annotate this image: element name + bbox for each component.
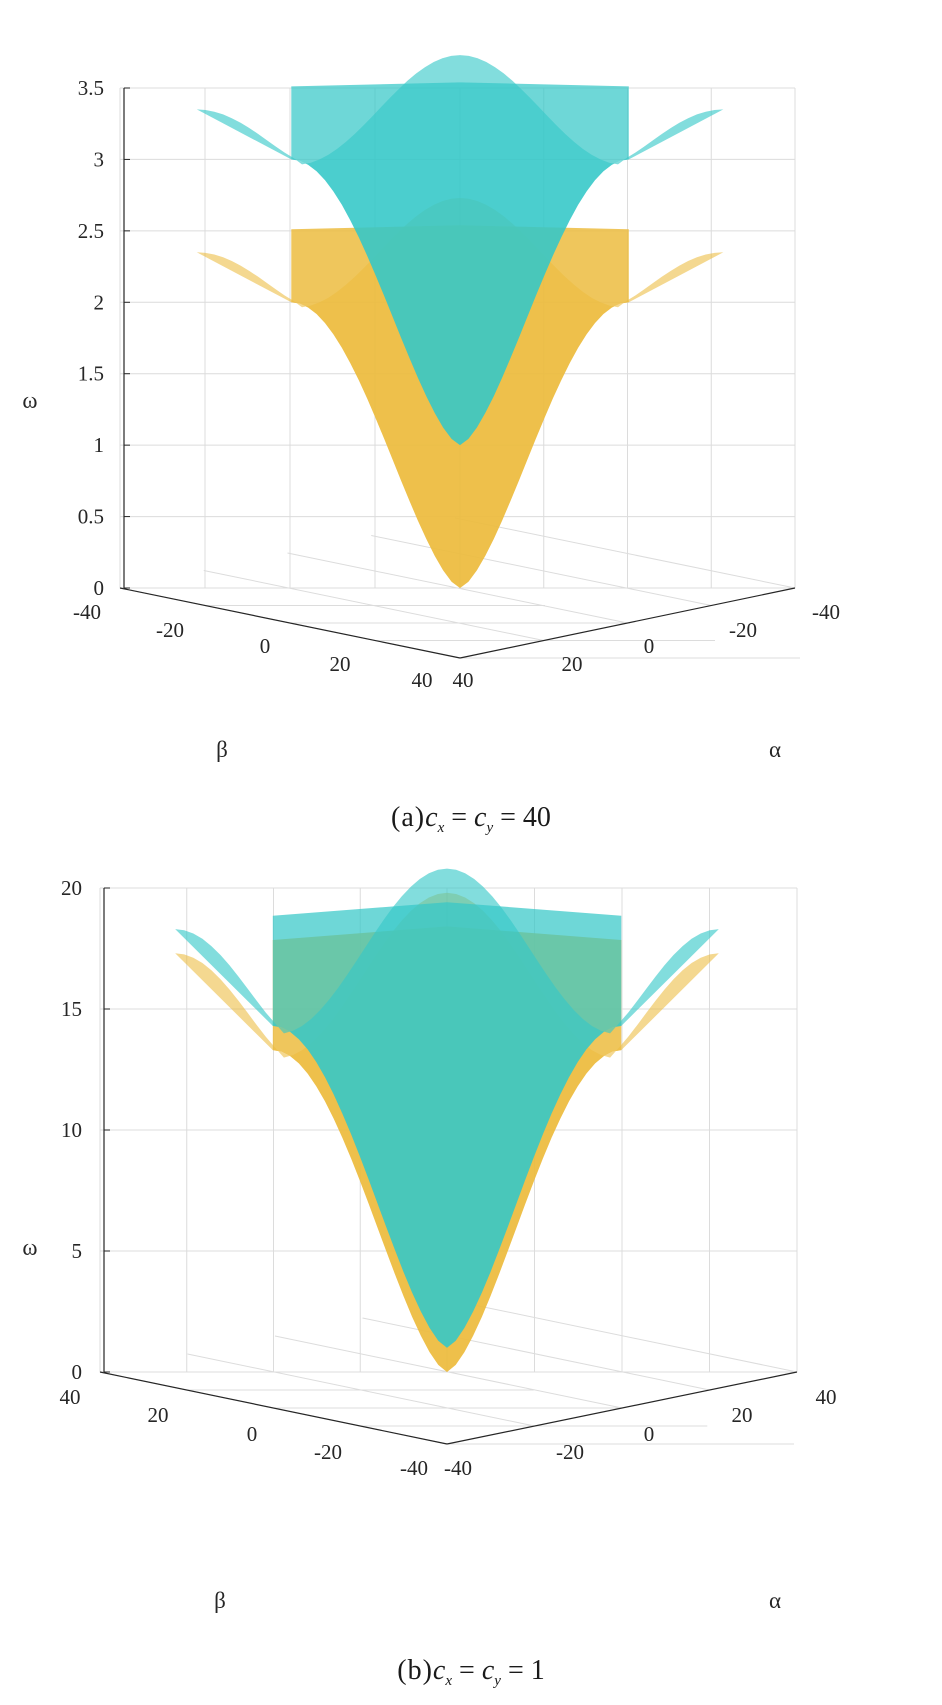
beta-tick-label: 0 bbox=[260, 634, 271, 658]
alpha-tick-label: 40 bbox=[453, 668, 474, 692]
beta-axis-line bbox=[99, 1371, 448, 1445]
alpha-tick-label: 0 bbox=[644, 1422, 655, 1446]
z-tick-label: 2.5 bbox=[78, 219, 104, 243]
z-tick-label: 20 bbox=[61, 876, 82, 900]
alpha-axis-label: α bbox=[769, 737, 781, 762]
beta-tick-label: -40 bbox=[73, 600, 101, 624]
grid-line bbox=[362, 1317, 710, 1391]
alpha-tick-label: -40 bbox=[812, 600, 840, 624]
grid-line bbox=[203, 570, 544, 641]
beta-tick-label: -20 bbox=[314, 1440, 342, 1464]
alpha-axis-line bbox=[459, 587, 796, 659]
z-tick-label: 0 bbox=[94, 576, 105, 600]
beta-axis-line bbox=[119, 587, 461, 659]
caption-sub: x bbox=[445, 1673, 453, 1689]
z-axis-label: ω bbox=[22, 1235, 37, 1260]
caption-tag: (a) bbox=[391, 802, 426, 833]
axes-b bbox=[99, 887, 798, 1445]
axes-a bbox=[119, 87, 796, 659]
beta-tick-label: 0 bbox=[247, 1422, 258, 1446]
caption-sub: x bbox=[437, 820, 445, 836]
alpha-axis-line bbox=[446, 1371, 798, 1445]
grid-line bbox=[371, 535, 712, 606]
tick-labels-a: 0 0.5 1 1.5 2 2.5 3 3.5 40 20 0 -20 -40 -40 -20 0 20 40 bbox=[73, 76, 840, 692]
z-tick-label: 1 bbox=[94, 433, 105, 457]
surfaces-a bbox=[196, 55, 724, 589]
alpha-tick-label: -20 bbox=[729, 618, 757, 642]
alpha-tick-label: 20 bbox=[732, 1403, 753, 1427]
caption-var: c bbox=[432, 1655, 446, 1686]
cyan-surface-front bbox=[291, 82, 629, 446]
surface-plot-a: 0 0.5 1 1.5 2 2.5 3 3.5 40 20 0 -20 -40 -40 -20 0 20 40 ω… bbox=[22, 55, 840, 762]
beta-tick-label: -20 bbox=[156, 618, 184, 642]
beta-tick-label: 20 bbox=[330, 652, 351, 676]
z-tick-label: 10 bbox=[61, 1118, 82, 1142]
z-tick-label: 3.5 bbox=[78, 76, 104, 100]
caption-eq: = bbox=[444, 802, 475, 833]
caption-var: c bbox=[425, 802, 438, 833]
beta-axis-label: β bbox=[216, 737, 228, 762]
alpha-tick-label: 0 bbox=[644, 634, 655, 658]
grid-line bbox=[449, 1299, 798, 1373]
caption-b: (b)cx = cy = 1 bbox=[0, 1655, 942, 1690]
alpha-tick-label: 40 bbox=[816, 1385, 837, 1409]
alpha-tick-label: -40 bbox=[444, 1456, 472, 1480]
z-tick-label: 15 bbox=[61, 997, 82, 1021]
caption-sub: y bbox=[486, 820, 494, 836]
grid-line bbox=[274, 1335, 623, 1409]
caption-value: = 40 bbox=[493, 802, 551, 833]
caption-var: c bbox=[474, 802, 487, 833]
beta-tick-label: 20 bbox=[148, 1403, 169, 1427]
chart-panel-b: 0 5 10 15 20 -40 -20 0 20 40 40 20 0 -20 -40 ω β α (b)… bbox=[0, 860, 942, 1705]
caption-value: = 1 bbox=[500, 1655, 545, 1686]
surface-plot-b: 0 5 10 15 20 -40 -20 0 20 40 40 20 0 -20 -40 ω β α bbox=[22, 868, 837, 1613]
grid-line bbox=[287, 552, 628, 624]
grid-line bbox=[187, 1353, 535, 1427]
alpha-tick-label: -20 bbox=[556, 1440, 584, 1464]
beta-axis-label: β bbox=[214, 1588, 226, 1613]
grid-line bbox=[454, 517, 796, 589]
caption-tag: (b) bbox=[397, 1655, 433, 1686]
z-tick-label: 0.5 bbox=[78, 505, 104, 529]
beta-tick-label: 40 bbox=[412, 668, 433, 692]
caption-var: c bbox=[481, 1655, 495, 1686]
z-tick-label: 2 bbox=[94, 290, 105, 314]
cyan-surface-front bbox=[272, 902, 622, 1348]
alpha-tick-label: 20 bbox=[562, 652, 583, 676]
z-axis-label: ω bbox=[22, 388, 37, 413]
surfaces-b bbox=[175, 868, 719, 1372]
tick-labels-b: 0 5 10 15 20 -40 -20 0 20 40 40 20 0 -20 -40 bbox=[60, 876, 837, 1480]
z-tick-label: 0 bbox=[72, 1360, 83, 1384]
caption-sub: y bbox=[494, 1673, 501, 1689]
z-tick-label: 3 bbox=[94, 147, 105, 171]
z-tick-label: 5 bbox=[72, 1239, 83, 1263]
alpha-axis-label: α bbox=[769, 1588, 781, 1613]
caption-eq: = bbox=[452, 1655, 482, 1686]
z-tick-label: 1.5 bbox=[78, 362, 104, 386]
beta-tick-label: -40 bbox=[400, 1456, 428, 1480]
caption-a: (a)cx = cy = 40 bbox=[0, 802, 942, 837]
chart-panel-a: 0 0.5 1 1.5 2 2.5 3 3.5 40 20 0 -20 -40 -40 -20 0 20 40 ω… bbox=[0, 55, 942, 837]
beta-tick-label: 40 bbox=[60, 1385, 81, 1409]
